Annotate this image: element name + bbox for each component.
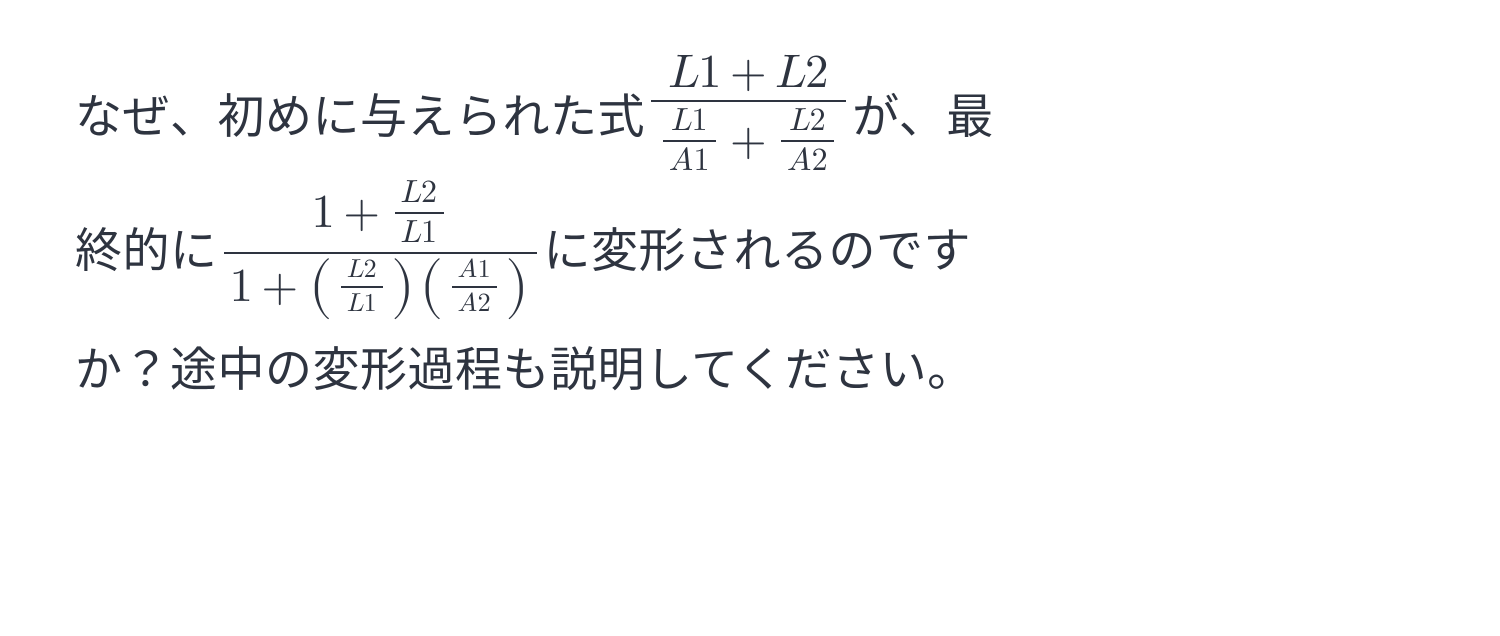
text-segment-2: が、最 bbox=[852, 64, 994, 163]
question-paragraph: なぜ、初めに与えられた式 L1 + L2 L1 A1 + bbox=[0, 0, 1500, 456]
line-1: なぜ、初めに与えられた式 L1 + L2 L1 A1 + bbox=[75, 50, 994, 177]
plus-op: + bbox=[262, 264, 299, 311]
plus-op: + bbox=[343, 190, 380, 237]
math-expression-2: 1 + L2 L1 1 + ( L2 L1 bbox=[218, 177, 544, 317]
plus-op: + bbox=[730, 50, 767, 97]
text-segment-4: に変形されるのです bbox=[543, 198, 971, 297]
text-segment-1: なぜ、初めに与えられた式 bbox=[75, 64, 645, 163]
var-L: L bbox=[668, 50, 698, 97]
sub-2: 2 bbox=[805, 50, 829, 97]
line-2: 終的に 1 + L2 L1 1 + ( bbox=[75, 177, 971, 317]
sub-1: 1 bbox=[698, 50, 722, 97]
math-expression-1: L1 + L2 L1 A1 + L2 A2 bbox=[645, 50, 852, 177]
fraction-l2-l1-bot: L2 L1 bbox=[341, 257, 383, 317]
fraction-outer-2: 1 + L2 L1 1 + ( L2 L1 bbox=[224, 177, 538, 317]
fraction-a1-a2: A1 A2 bbox=[452, 257, 498, 317]
text-segment-5: か？途中の変形過程も説明してください。 bbox=[75, 317, 975, 416]
var-L: L bbox=[775, 50, 805, 97]
text-segment-3: 終的に bbox=[75, 198, 218, 297]
const-1: 1 bbox=[230, 264, 254, 311]
fraction-l2-l1-top: L2 L1 bbox=[395, 177, 444, 249]
fraction-bar bbox=[224, 252, 538, 254]
fraction-l2-a2: L2 A2 bbox=[781, 105, 834, 177]
const-1: 1 bbox=[311, 190, 335, 237]
fraction-bar bbox=[651, 100, 846, 102]
fraction-l1-a1: L1 A1 bbox=[663, 105, 716, 177]
line-3: か？途中の変形過程も説明してください。 bbox=[75, 317, 975, 416]
fraction-outer-1: L1 + L2 L1 A1 + L2 A2 bbox=[651, 50, 846, 177]
plus-op: + bbox=[730, 118, 767, 165]
